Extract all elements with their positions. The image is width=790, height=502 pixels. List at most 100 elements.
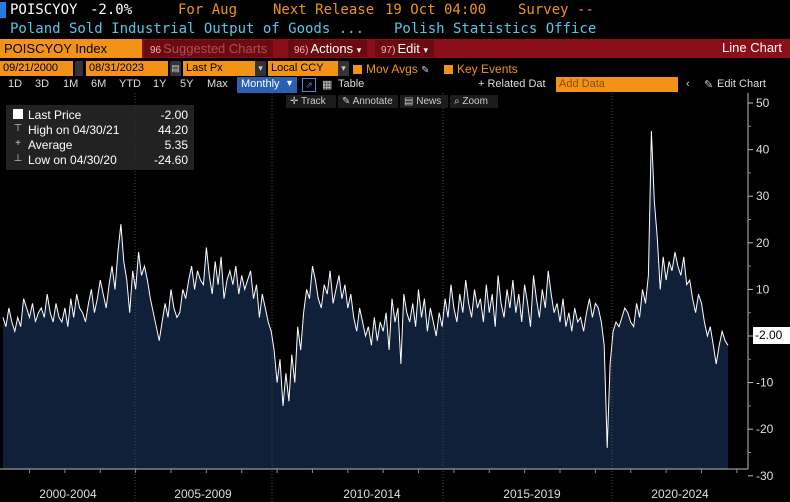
add-data-input[interactable]: Add Data: [556, 77, 678, 92]
crosshair-icon: ✛: [290, 96, 299, 107]
legend-high: ⊤ High on 04/30/21 44.20: [10, 122, 190, 137]
high-label: High on 04/30/21: [28, 123, 120, 137]
date-separator: [75, 61, 83, 76]
track-label: Track: [301, 96, 326, 107]
period-label: For Aug: [178, 2, 238, 18]
period-ytd-button[interactable]: YTD: [119, 78, 141, 90]
x-tick-label: 2020-2024: [651, 487, 709, 501]
mov-avgs-label: Mov Avgs: [366, 62, 418, 76]
period-1m-button[interactable]: 1M: [63, 78, 79, 90]
news-tool[interactable]: ▤ News: [400, 95, 448, 108]
currency-select[interactable]: Local CCY: [268, 61, 338, 76]
end-date-input[interactable]: 08/31/2023: [86, 61, 168, 76]
chevron-down-icon[interactable]: ▾: [338, 61, 349, 76]
ticker-symbol: POISCYOY: [10, 2, 78, 18]
y-tick-label: -10: [756, 376, 774, 390]
edit-number: 97): [381, 45, 396, 56]
low-value: -24.60: [153, 153, 188, 167]
track-tool[interactable]: ✛ Track: [286, 95, 336, 108]
y-tick-label: 10: [756, 282, 770, 296]
average-marker-icon: +: [15, 138, 21, 149]
period-3d-button[interactable]: 3D: [35, 78, 50, 90]
chart-legend: Last Price -2.00 ⊤ High on 04/30/21 44.2…: [6, 105, 194, 170]
frequency-label: Monthly: [241, 78, 280, 90]
calendar-icon[interactable]: ▤: [170, 61, 181, 76]
series-area: [3, 131, 728, 469]
next-release-value: 19 Oct 04:00: [385, 2, 487, 18]
suggested-number: 96: [150, 45, 162, 56]
edit-chart-button[interactable]: Edit Chart: [717, 78, 766, 90]
x-tick-label: 2005-2009: [174, 487, 232, 501]
y-tick-label: -30: [756, 469, 774, 483]
y-tick-label: 30: [756, 189, 770, 203]
related-data-button[interactable]: + Related Dat: [478, 78, 546, 90]
legend-low: ⊥ Low on 04/30/20 -24.60: [10, 152, 190, 167]
last-price-label: Last Price: [28, 108, 82, 122]
start-date-input[interactable]: 09/21/2000: [0, 61, 73, 76]
table-view-icon[interactable]: ▦: [322, 79, 333, 91]
period-6m-button[interactable]: 6M: [91, 78, 107, 90]
series-swatch-icon: [13, 109, 23, 119]
chevron-down-icon[interactable]: ▾: [255, 61, 266, 76]
actions-menu-button[interactable]: 96) Actions ▾: [288, 40, 368, 57]
description-row: Poland Sold Industrial Output of Goods .…: [0, 21, 790, 39]
average-value: 5.35: [164, 138, 188, 152]
frequency-select[interactable]: Monthly ▼: [237, 77, 297, 93]
suggested-charts-label: Suggested Charts: [163, 41, 268, 56]
mov-avgs-toggle[interactable]: Mov Avgs ✎: [353, 62, 430, 76]
pencil-icon[interactable]: ✎: [421, 65, 430, 76]
low-label: Low on 04/30/20: [28, 153, 117, 167]
x-tick-label: 2015-2019: [503, 487, 561, 501]
suggested-charts-button[interactable]: 96 Suggested Charts: [144, 40, 274, 57]
average-label: Average: [28, 138, 73, 152]
high-marker-icon: ⊤: [13, 123, 23, 134]
period-max-button[interactable]: Max: [207, 78, 228, 90]
series-line: [2, 130, 729, 448]
header-marker: [0, 2, 6, 18]
chart-tools: ✛ Track ✎ Annotate ▤ News ⌕ Zoom: [286, 95, 498, 109]
y-tick-label: -20: [756, 422, 774, 436]
edit-label: Edit: [397, 41, 420, 56]
period-1y-button[interactable]: 1Y: [153, 78, 167, 90]
last-price-value: -2.00: [160, 108, 188, 122]
news-label: News: [416, 96, 442, 107]
price-field-select[interactable]: Last Px: [183, 61, 261, 76]
chevron-down-icon: ▾: [356, 45, 362, 55]
period-5y-button[interactable]: 5Y: [180, 78, 194, 90]
chart-type-title: Line Chart: [722, 40, 782, 55]
survey-label: Survey --: [518, 2, 594, 18]
checkbox-icon: [444, 65, 453, 74]
news-icon: ▤: [404, 96, 414, 107]
period-1d-button[interactable]: 1D: [8, 78, 23, 90]
edit-menu-button[interactable]: 97) Edit ▾: [375, 40, 435, 57]
x-tick-label: 2010-2014: [343, 487, 401, 501]
y-tick-label: 50: [756, 96, 770, 110]
key-events-label: Key Events: [457, 62, 518, 76]
change-percent: -2.0%: [90, 2, 133, 18]
security-input[interactable]: POISCYOY Index: [0, 39, 142, 58]
checkbox-icon: [353, 65, 362, 74]
zoom-icon: ⌕: [454, 96, 460, 107]
chart-settings-icon[interactable]: ⇗: [302, 78, 316, 92]
annotate-tool[interactable]: ✎ Annotate: [338, 95, 398, 108]
more-options-icon[interactable]: ‹: [686, 78, 690, 90]
current-value-label: -2.00: [753, 327, 790, 344]
data-source: Polish Statistics Office: [394, 21, 597, 37]
x-tick-label: 2000-2004: [39, 487, 97, 501]
period-bar: 1D 3D 1M 6M YTD 1Y 5Y Max Monthly ▼ ⇗ ▦ …: [0, 77, 790, 93]
pencil-icon: ✎: [342, 96, 351, 107]
pencil-icon[interactable]: ✎: [704, 79, 714, 91]
legend-average: + Average 5.35: [10, 137, 190, 152]
table-button[interactable]: Table: [338, 78, 365, 90]
next-release-label: Next Release: [273, 2, 375, 18]
zoom-tool[interactable]: ⌕ Zoom: [450, 95, 498, 108]
security-description: Poland Sold Industrial Output of Goods .…: [10, 21, 365, 37]
actions-number: 96): [294, 45, 309, 56]
chevron-down-icon: ▾: [423, 45, 429, 55]
high-value: 44.20: [157, 123, 188, 137]
chevron-down-icon: ▼: [285, 78, 294, 88]
legend-last-price: Last Price -2.00: [10, 107, 190, 122]
zoom-label: Zoom: [462, 96, 488, 107]
key-events-toggle[interactable]: Key Events: [444, 62, 518, 76]
actions-label: Actions: [310, 41, 354, 56]
